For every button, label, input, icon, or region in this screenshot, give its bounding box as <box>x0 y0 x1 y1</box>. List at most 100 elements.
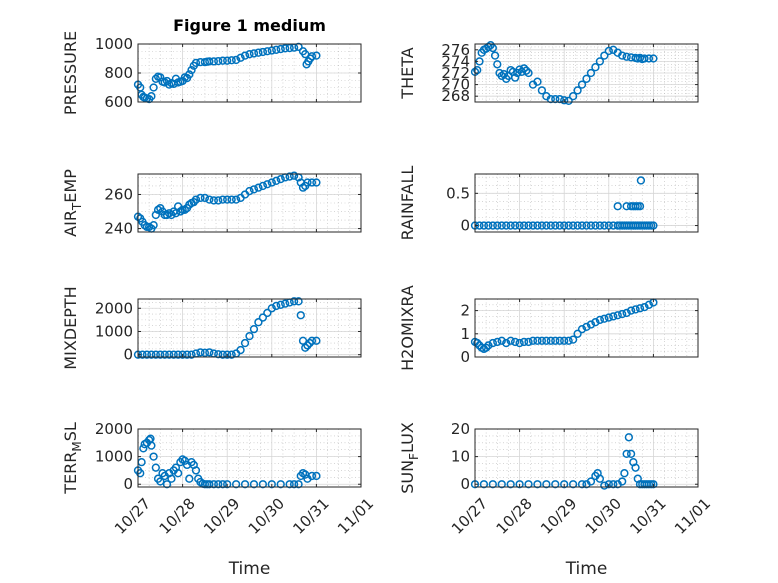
data-point <box>272 176 281 185</box>
chart-title: Figure 1 medium <box>173 16 326 35</box>
data-point <box>227 195 236 204</box>
data-point <box>249 325 259 334</box>
data-point <box>303 341 312 350</box>
data-point <box>560 221 569 230</box>
data-point <box>196 193 205 203</box>
data-point <box>479 221 489 230</box>
axes-rainfall: 0 0.5 RAINFALL <box>398 166 699 240</box>
data-point <box>499 70 509 79</box>
y-axis-label: THETA <box>398 47 417 99</box>
data-point <box>236 53 245 62</box>
x-tick-label: 10/27 <box>448 495 491 538</box>
data-point <box>303 178 312 187</box>
data-point <box>519 221 529 230</box>
data-point <box>488 221 497 230</box>
data-point <box>515 338 524 348</box>
data-point <box>218 350 227 359</box>
x-tick-label: 10/30 <box>245 495 288 538</box>
data-point <box>555 221 564 230</box>
data-point <box>604 221 613 230</box>
data-point <box>289 171 299 180</box>
data-point <box>564 221 573 230</box>
x-tick-label: 10/27 <box>111 495 154 538</box>
data-point <box>582 221 591 230</box>
data-point <box>479 480 489 489</box>
data-point <box>240 338 250 348</box>
data-point <box>555 336 564 345</box>
x-tick-label: 11/01 <box>671 495 714 538</box>
data-point <box>139 444 148 453</box>
data-point <box>595 474 605 483</box>
y-tick-label: 1000 <box>95 322 133 340</box>
data-point <box>185 474 194 483</box>
data-point <box>156 73 165 82</box>
axes-terr-msl: 0 1000 2000 10/27 10/28 10/29 10/30 10/31 11/01 T… <box>61 420 377 579</box>
data-point <box>151 74 160 83</box>
data-point <box>524 337 533 347</box>
x-tick-label: 10/31 <box>626 495 669 538</box>
y-tick-label: 0 <box>123 475 133 493</box>
data-point <box>227 350 236 359</box>
data-point <box>281 299 290 308</box>
data-point <box>542 480 551 489</box>
data-point <box>524 68 533 78</box>
grid <box>475 299 698 357</box>
data-point <box>231 55 241 65</box>
data-point <box>191 466 201 475</box>
data-point <box>227 56 236 65</box>
data-point <box>644 54 654 63</box>
data-point <box>577 80 587 89</box>
data-point <box>649 480 658 489</box>
data-point <box>162 480 172 489</box>
data-point <box>631 305 640 314</box>
data-point <box>258 313 268 322</box>
data-point <box>296 311 305 320</box>
data-point <box>187 350 196 359</box>
data-point <box>254 183 263 192</box>
data-point <box>182 350 192 359</box>
data-point <box>604 313 613 322</box>
y-tick-label: 274 <box>441 52 470 70</box>
data-point <box>600 221 609 230</box>
data-point <box>307 336 317 345</box>
y-tick-label: 272 <box>441 64 470 82</box>
data-point <box>515 480 524 489</box>
data-point <box>524 480 533 489</box>
y-tick-label: 600 <box>104 93 133 111</box>
data-point <box>249 185 259 194</box>
data-point <box>577 325 587 334</box>
data-point <box>205 348 214 357</box>
data-point <box>604 46 613 56</box>
data-point <box>191 195 201 204</box>
data-point <box>149 221 158 230</box>
data-point <box>586 221 596 230</box>
data-point <box>276 44 285 54</box>
data-point <box>551 336 560 345</box>
x-tick-label: 10/28 <box>493 495 536 538</box>
data-point <box>519 64 529 73</box>
data-point <box>209 57 218 66</box>
data-point <box>502 338 511 348</box>
data-point <box>622 308 631 318</box>
y-tick-label: 0 <box>123 346 133 364</box>
data-point <box>537 86 547 95</box>
data-point <box>577 480 587 489</box>
data-point <box>493 60 502 69</box>
data-point <box>160 350 169 359</box>
data-point <box>209 196 218 205</box>
data-point <box>609 480 618 489</box>
data-point <box>245 50 254 59</box>
data-point <box>214 480 223 489</box>
axes-mixdepth: 0 1000 2000 MIXDEPTH <box>61 286 362 370</box>
data-point <box>560 480 569 489</box>
x-tick-label: 10/30 <box>582 495 625 538</box>
data-point <box>258 47 268 57</box>
y-tick-label: 0 <box>460 475 470 493</box>
data-point <box>294 480 303 489</box>
data-point <box>533 77 542 86</box>
data-point <box>551 480 560 489</box>
data-point <box>600 314 609 323</box>
data-point <box>267 304 276 313</box>
data-point <box>272 45 281 54</box>
data-point <box>613 202 622 211</box>
